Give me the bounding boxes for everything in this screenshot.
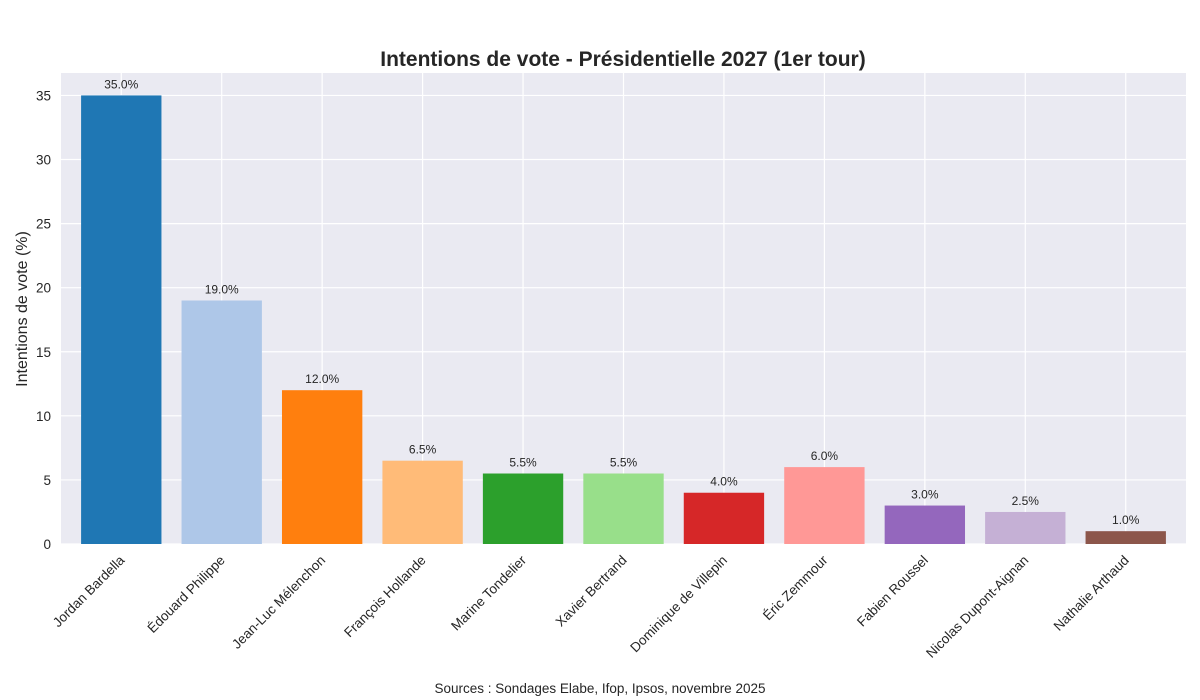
bar-10 (1085, 531, 1166, 544)
bar-value-label: 2.5% (1012, 494, 1040, 508)
bar-8 (884, 505, 966, 544)
bar-9 (985, 511, 1066, 544)
bar-value-label: 1.0% (1112, 513, 1140, 527)
y-axis-ticks: 0 5 10 15 20 25 30 35 (36, 88, 51, 552)
bar-1 (181, 300, 262, 544)
x-tick-label: Dominique de Villepin (627, 553, 730, 656)
x-tick-label: Nicolas Dupont-Aignan (923, 553, 1031, 661)
bar-7 (784, 467, 865, 544)
bar-value-label: 6.0% (811, 449, 839, 463)
bar-value-label: 35.0% (104, 77, 138, 91)
x-tick-label: Jean-Luc Mélenchon (229, 553, 328, 652)
x-tick-label: Xavier Bertrand (553, 553, 630, 630)
y-tick-label: 0 (43, 537, 51, 552)
bar-value-label: 3.0% (911, 488, 939, 502)
source-note: Sources : Sondages Elabe, Ifop, Ipsos, n… (435, 681, 766, 696)
y-tick-label: 20 (36, 281, 51, 296)
bar-value-label: 12.0% (305, 372, 339, 386)
bar-value-labels: 35.0% 19.0% 12.0% 6.5% 5.5% 5.5% 4.0% 6.0% 3.0% 2… (104, 77, 1139, 527)
bars (81, 95, 1166, 544)
x-tick-label: François Hollande (341, 553, 429, 641)
chart-title: Intentions de vote - Présidentielle 2027… (380, 48, 865, 71)
bar-6 (683, 492, 765, 544)
bar-2 (281, 390, 363, 544)
bar-value-label: 5.5% (509, 456, 537, 470)
y-tick-label: 30 (36, 153, 51, 168)
bar-value-label: 6.5% (409, 443, 437, 457)
x-tick-label: Jordan Bardella (50, 552, 128, 630)
y-tick-label: 10 (36, 409, 51, 424)
bar-0 (81, 95, 162, 544)
y-tick-label: 25 (36, 217, 51, 232)
y-tick-label: 5 (43, 473, 51, 488)
bar-value-label: 5.5% (610, 456, 638, 470)
y-axis-label: Intentions de vote (%) (14, 231, 31, 387)
bar-value-label: 4.0% (710, 475, 738, 489)
x-tick-label: Nathalie Arthaud (1051, 553, 1132, 634)
bar-value-label: 19.0% (205, 282, 239, 296)
bar-3 (382, 460, 463, 544)
y-tick-label: 35 (36, 88, 51, 103)
bar-5 (583, 473, 664, 544)
x-tick-label: Éric Zemmour (760, 552, 831, 623)
x-axis-ticks: Jordan Bardella Édouard Philippe Jean-Luc … (50, 552, 1132, 661)
x-tick-label: Fabien Roussel (854, 553, 931, 630)
bar-4 (482, 473, 564, 544)
y-tick-label: 15 (36, 345, 51, 360)
x-tick-label: Marine Tondelier (448, 552, 529, 633)
x-tick-label: Édouard Philippe (145, 553, 228, 636)
